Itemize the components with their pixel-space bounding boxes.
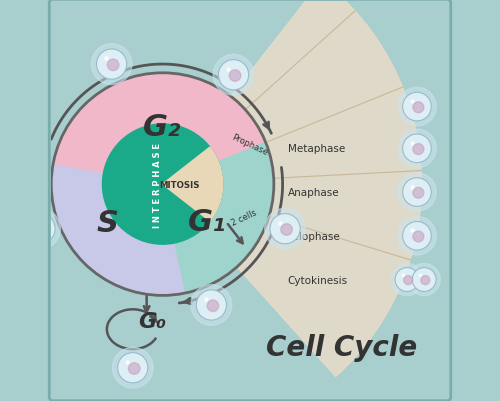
Circle shape bbox=[191, 285, 232, 326]
Circle shape bbox=[207, 300, 218, 312]
Circle shape bbox=[398, 217, 436, 255]
Circle shape bbox=[36, 224, 48, 236]
Circle shape bbox=[218, 61, 248, 91]
Circle shape bbox=[112, 348, 153, 388]
Circle shape bbox=[395, 268, 419, 292]
Circle shape bbox=[196, 290, 226, 320]
Text: I N T E R P H A S E: I N T E R P H A S E bbox=[154, 142, 162, 227]
Circle shape bbox=[25, 214, 55, 244]
Text: S: S bbox=[97, 209, 119, 237]
Circle shape bbox=[391, 264, 423, 296]
Circle shape bbox=[413, 103, 424, 113]
Wedge shape bbox=[53, 74, 268, 184]
Text: G₀: G₀ bbox=[138, 312, 166, 331]
Circle shape bbox=[408, 264, 440, 296]
Circle shape bbox=[128, 363, 140, 374]
Circle shape bbox=[412, 268, 436, 292]
Wedge shape bbox=[162, 0, 422, 377]
Text: Prophase: Prophase bbox=[230, 133, 270, 157]
Circle shape bbox=[402, 135, 432, 163]
Wedge shape bbox=[51, 165, 186, 296]
Circle shape bbox=[264, 209, 306, 249]
Circle shape bbox=[402, 93, 432, 122]
Circle shape bbox=[404, 276, 412, 285]
Circle shape bbox=[398, 88, 436, 127]
Text: G₂: G₂ bbox=[144, 112, 182, 142]
Text: Metaphase: Metaphase bbox=[288, 144, 345, 154]
Circle shape bbox=[413, 144, 424, 155]
Text: Telophase: Telophase bbox=[288, 231, 340, 241]
Circle shape bbox=[270, 214, 300, 244]
Text: Cell Cycle: Cell Cycle bbox=[266, 333, 417, 361]
Text: Cytokinesis: Cytokinesis bbox=[288, 275, 348, 285]
Text: Anaphase: Anaphase bbox=[288, 188, 340, 198]
Circle shape bbox=[281, 224, 292, 236]
Circle shape bbox=[96, 50, 126, 80]
Wedge shape bbox=[162, 143, 274, 293]
Circle shape bbox=[398, 130, 436, 168]
Circle shape bbox=[108, 60, 119, 71]
Circle shape bbox=[20, 209, 60, 249]
Text: MITOSIS: MITOSIS bbox=[159, 180, 200, 189]
Text: G₁: G₁ bbox=[188, 207, 226, 236]
Circle shape bbox=[213, 55, 254, 96]
Circle shape bbox=[402, 222, 432, 251]
Circle shape bbox=[230, 71, 241, 82]
Circle shape bbox=[91, 45, 132, 85]
Circle shape bbox=[118, 353, 148, 383]
Text: 2 cells: 2 cells bbox=[230, 207, 258, 227]
Circle shape bbox=[102, 125, 222, 245]
Circle shape bbox=[413, 231, 424, 242]
Circle shape bbox=[402, 178, 432, 207]
Circle shape bbox=[398, 173, 436, 212]
Circle shape bbox=[421, 276, 430, 285]
Circle shape bbox=[413, 188, 424, 199]
Wedge shape bbox=[162, 148, 222, 221]
